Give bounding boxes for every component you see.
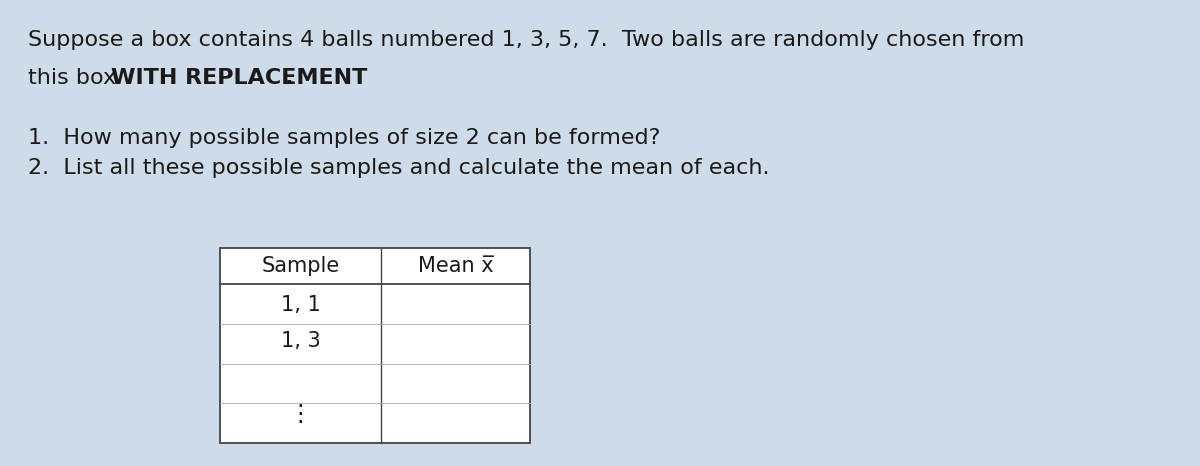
Text: WITH REPLACEMENT: WITH REPLACEMENT xyxy=(112,68,367,88)
Text: Suppose a box contains 4 balls numbered 1, 3, 5, 7.  Two balls are randomly chos: Suppose a box contains 4 balls numbered … xyxy=(28,30,1025,50)
Text: Sample: Sample xyxy=(262,256,340,276)
Bar xyxy=(220,248,530,443)
Text: this box: this box xyxy=(28,68,124,88)
Text: Mean x̅: Mean x̅ xyxy=(418,256,493,276)
Text: ⋮: ⋮ xyxy=(289,402,312,426)
Text: .: . xyxy=(286,68,293,88)
Text: 1.  How many possible samples of size 2 can be formed?: 1. How many possible samples of size 2 c… xyxy=(28,128,660,148)
Text: 1, 1: 1, 1 xyxy=(281,295,320,315)
Text: 2.  List all these possible samples and calculate the mean of each.: 2. List all these possible samples and c… xyxy=(28,158,769,178)
Text: 1, 3: 1, 3 xyxy=(281,330,320,350)
